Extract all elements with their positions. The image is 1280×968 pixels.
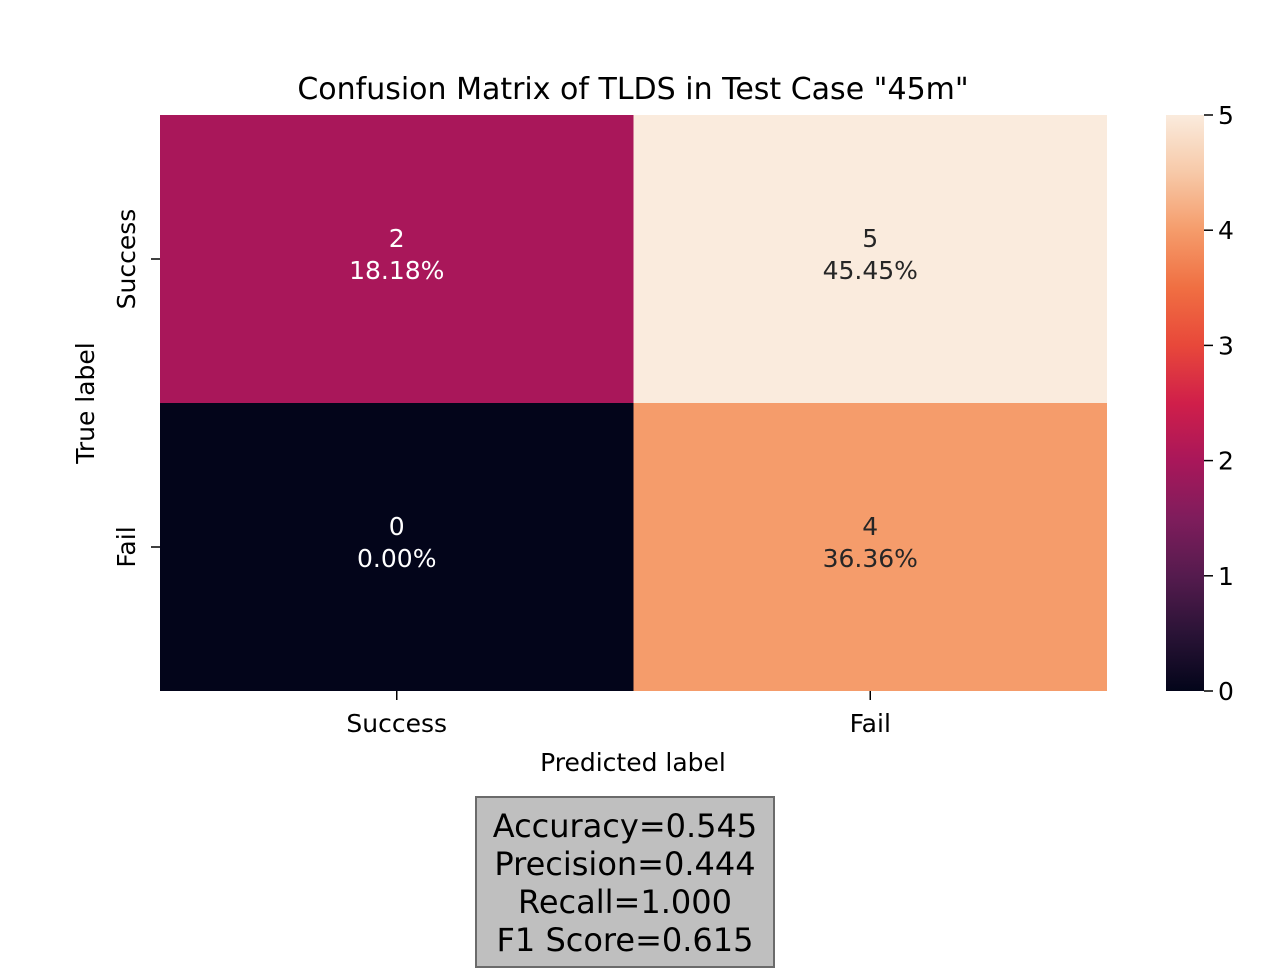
colorbar-tick-label: 3 [1218,331,1234,360]
cell-percent-label: 18.18% [349,256,444,285]
cell-percent-label: 0.00% [357,544,436,573]
colorbar [1166,115,1204,691]
colorbar-tick-label: 1 [1218,562,1234,591]
heatmap-cells: 2 18.18% 5 45.45% 0 0.00% 4 36.36% [160,115,1107,691]
x-tick-label: Fail [850,709,891,738]
x-axis: Success Fail [346,691,891,738]
heatmap-cell-0-0 [160,115,634,403]
metric-recall: Recall=1.000 [518,883,732,921]
cell-percent-label: 36.36% [823,544,918,573]
heatmap-cell-1-0 [160,403,634,691]
cell-count-label: 2 [389,224,405,253]
cell-percent-label: 45.45% [823,256,918,285]
colorbar-tick-label: 4 [1218,216,1234,245]
heatmap-cell-0-1 [633,115,1107,403]
y-tick-label: Fail [112,526,141,567]
metric-accuracy: Accuracy=0.545 [492,807,758,845]
chart-title: Confusion Matrix of TLDS in Test Case "4… [297,72,968,107]
cell-count-label: 0 [389,512,405,541]
x-axis-label: Predicted label [540,748,726,777]
metric-precision: Precision=0.444 [494,845,756,883]
y-tick-label: Success [112,209,141,310]
colorbar-ticks: 0 1 2 3 4 5 [1204,101,1234,706]
colorbar-tick-label: 2 [1218,447,1234,476]
metric-f1-score: F1 Score=0.615 [496,921,754,959]
y-axis-label: True label [71,342,100,465]
cell-count-label: 5 [862,224,878,253]
colorbar-tick-label: 5 [1218,101,1234,130]
colorbar-tick-label: 0 [1218,677,1234,706]
x-tick-label: Success [346,709,447,738]
heatmap-cell-1-1 [633,403,1107,691]
y-axis: Success Fail [112,209,160,568]
metrics-box: Accuracy=0.545 Precision=0.444 Recall=1.… [475,796,775,968]
cell-count-label: 4 [862,512,878,541]
